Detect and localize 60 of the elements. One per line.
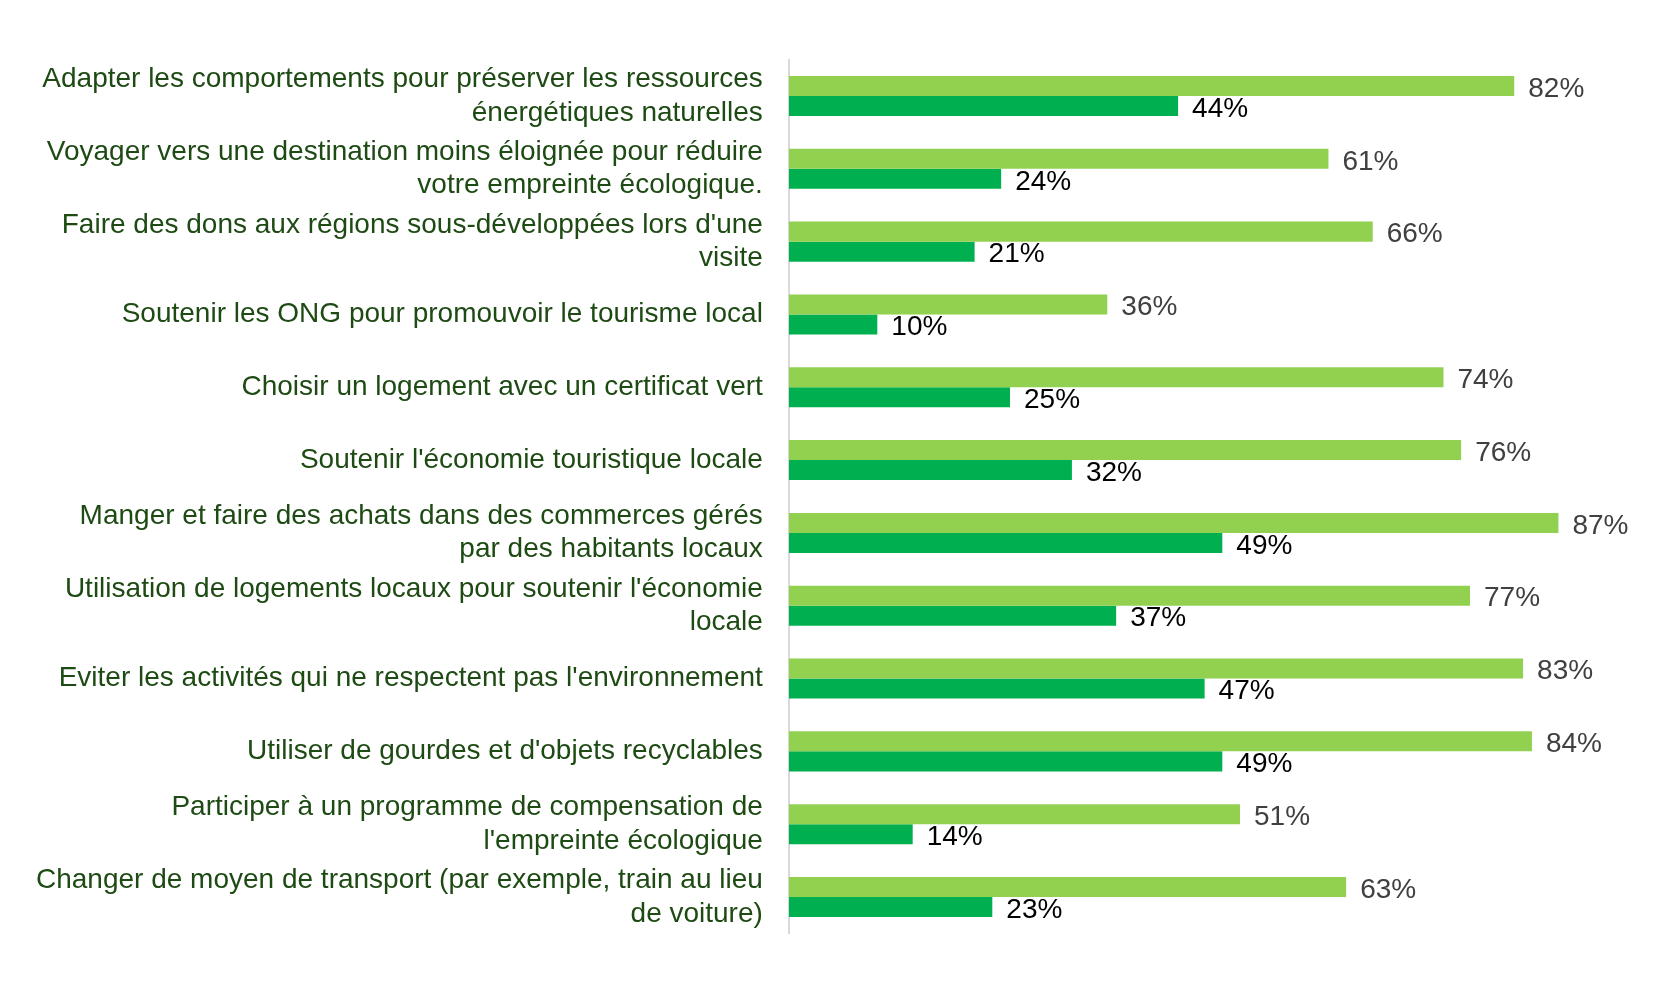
data-label: 51% [1254,799,1311,831]
data-label: 49% [1236,747,1293,779]
bar [788,148,1329,169]
data-label: 49% [1236,528,1293,560]
bar [788,96,1179,117]
bar [788,440,1462,461]
data-label: 21% [988,237,1045,269]
y-tick-label: Utiliser de gourdes et d'objets recyclables [247,734,763,766]
bar [788,314,878,335]
bar [788,876,1347,897]
y-tick-label: Manger et faire des achats dans des commerces gérés par des habitants locaux [79,498,763,564]
bar [788,460,1072,481]
data-label: 36% [1121,290,1178,322]
bar [788,168,1002,189]
y-tick-label: Soutenir les ONG pour promouvoir le tourisme local [121,297,763,329]
y-tick-label: Adapter les comportements pour préserver les ressources énergétiques naturelles [42,61,763,127]
bar [788,896,993,918]
data-label: 10% [891,310,948,342]
data-label: 84% [1545,727,1602,759]
y-tick-label: Eviter les activités qui ne respectent pas l'environnement [58,661,764,693]
y-tick-label: Participer à un programme de compensation de l'empreinte écologique [171,790,763,855]
y-tick-label: Soutenir l'économie touristique locale [299,442,763,474]
data-label: 77% [1484,581,1541,613]
bar [788,678,1205,699]
bar [788,585,1470,606]
bar [788,532,1223,553]
bar [788,658,1524,679]
bar [788,75,1515,97]
y-tick-label: Utilisation de logements locaux pour soutenir l'économie locale [64,571,763,637]
y-tick-label: Changer de moyen de transport (par exemple, train au lieu de voiture) [35,862,763,928]
y-tick-label: Voyager vers une destination moins éloignée pour réduire votre empreinte écologique. [46,134,763,200]
data-label: 44% [1192,91,1249,123]
bar [788,804,1240,825]
y-tick-label: Faire des dons aux régions sous-développées lors d'une visite [61,207,763,273]
data-label: 76% [1475,435,1532,467]
bar [788,824,913,845]
bar [788,512,1559,533]
data-label: 14% [926,819,983,851]
data-label: 24% [1015,164,1072,196]
y-tick-label: Choisir un logement avec un certificat vert [241,369,764,401]
bar [788,605,1117,626]
data-label: 82% [1528,71,1585,103]
data-label: 61% [1342,144,1399,176]
data-label: 74% [1457,362,1514,394]
data-label: 23% [1006,892,1063,924]
bar [788,387,1010,408]
bar [788,751,1223,772]
data-label: 63% [1360,872,1417,904]
data-label: 37% [1130,601,1187,633]
bar [788,367,1444,388]
data-label: 87% [1572,508,1629,540]
data-label: 66% [1386,217,1443,249]
data-label: 47% [1218,674,1275,706]
bar [788,241,975,262]
bar [788,294,1108,315]
bar [788,731,1532,752]
bar [788,221,1373,242]
data-label: 32% [1085,455,1142,487]
data-label: 25% [1024,383,1081,415]
data-label: 83% [1537,654,1594,686]
